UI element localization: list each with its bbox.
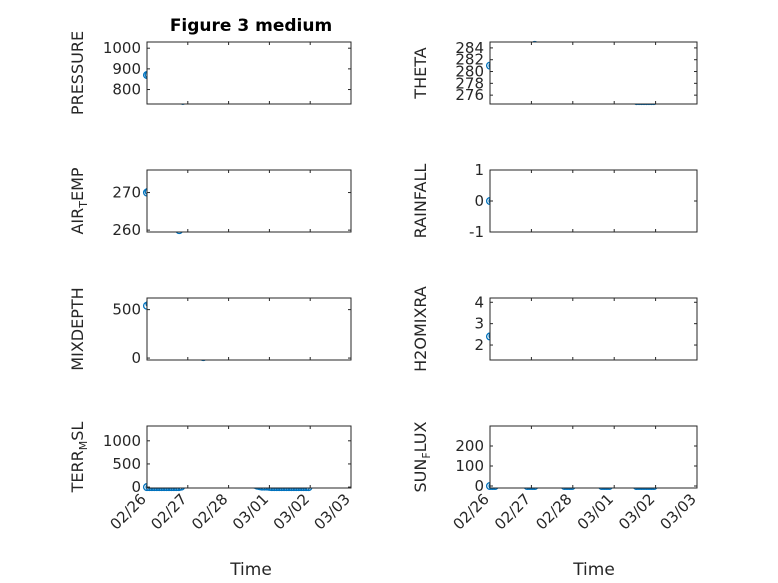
sunflux-xtick-label: 03/03: [657, 490, 700, 533]
terrmsl-ytick-label: 500: [112, 455, 141, 473]
sunflux-axes-box: [489, 425, 698, 489]
h2omixra-ytick-label: 4: [474, 293, 484, 311]
sunflux-ytick-label: 200: [455, 437, 484, 455]
pressure-ytick-label: 1000: [103, 39, 141, 57]
pressure-axes-box: [146, 41, 352, 105]
sunflux-xtick-label: 03/01: [574, 490, 617, 533]
terrmsl-ytick-label: 1000: [103, 432, 141, 450]
terrmsl-xtick-label: 02/28: [188, 490, 231, 533]
airtemp-axes-box: [146, 169, 352, 233]
rainfall-subplot: -1 0 1 RAINFALL: [411, 161, 698, 241]
sunflux-xtick-label: 02/26: [450, 490, 493, 533]
terrmsl-ytick-label: 0: [131, 478, 141, 496]
pressure-subplot: 800 900 1000 PRESSURE: [68, 31, 352, 115]
terrmsl-axes-box: [146, 425, 352, 489]
pressure-ytick-label: 800: [112, 81, 141, 99]
mixdepth-ytick-label: 0: [131, 349, 141, 367]
mixdepth-ylabel: MIXDEPTH: [68, 287, 87, 370]
pressure-ylabel: PRESSURE: [68, 31, 87, 115]
h2omixra-ytick-label: 3: [474, 315, 484, 333]
theta-axes-box: [489, 41, 698, 105]
terrmsl-xtick-label: 02/26: [107, 490, 150, 533]
x-axis-label-right: Time: [572, 560, 615, 580]
rainfall-axes-box: [489, 169, 698, 233]
h2omixra-ytick-label: 2: [474, 336, 484, 354]
airtemp-subplot: 260 270 AIRTEMP: [68, 167, 352, 239]
sunflux-ylabel: SUNFLUX: [411, 421, 433, 492]
theta-ytick-label: 284: [455, 39, 484, 57]
terrmsl-xtick-label: 03/03: [311, 490, 354, 533]
theta-ytick-label: 280: [455, 63, 484, 81]
sunflux-xtick-label: 03/02: [615, 490, 658, 533]
h2omixra-ylabel: H2OMIXRA: [411, 286, 430, 372]
terrmsl-xtick-label: 02/27: [147, 490, 190, 533]
sunflux-ytick-label: 0: [474, 477, 484, 495]
mixdepth-subplot: 0 500 MIXDEPTH: [68, 287, 352, 371]
airtemp-ylabel: AIRTEMP: [68, 167, 90, 234]
rainfall-ylabel: RAINFALL: [411, 164, 430, 239]
h2omixra-axes-box: [489, 297, 698, 361]
figure-title: Figure 3 medium: [170, 16, 332, 36]
sunflux-xtick-label: 02/27: [491, 490, 534, 533]
theta-ytick-label: 278: [455, 74, 484, 92]
theta-ylabel: THETA: [411, 47, 430, 99]
theta-ytick-label: 282: [455, 51, 484, 69]
theta-ytick-label: 276: [455, 86, 484, 104]
sunflux-ytick-label: 100: [455, 457, 484, 475]
terrmsl-ylabel: TERRMSL: [68, 422, 90, 494]
rainfall-ytick-label: -1: [469, 223, 484, 241]
mixdepth-ytick-label: 500: [112, 301, 141, 319]
mixdepth-axes-box: [146, 297, 352, 361]
rainfall-ytick-label: 1: [474, 161, 484, 179]
rainfall-ytick-label: 0: [474, 192, 484, 210]
pressure-ytick-label: 900: [112, 60, 141, 78]
terrmsl-xtick-label: 03/02: [270, 490, 313, 533]
h2omixra-subplot: 2 3 4 H2OMIXRA: [411, 286, 698, 372]
terrmsl-xtick-label: 03/01: [229, 490, 272, 533]
sunflux-xtick-label: 02/28: [532, 490, 575, 533]
airtemp-ytick-label: 270: [112, 184, 141, 202]
airtemp-ytick-label: 260: [112, 221, 141, 239]
x-axis-label-left: Time: [229, 560, 272, 580]
